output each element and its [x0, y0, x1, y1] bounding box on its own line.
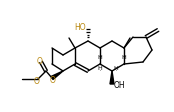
Text: O: O: [34, 76, 40, 85]
Text: OH: OH: [114, 81, 126, 89]
Text: O: O: [50, 75, 56, 84]
Text: H: H: [98, 55, 102, 59]
Text: O: O: [37, 56, 43, 66]
Text: H: H: [122, 55, 126, 59]
Polygon shape: [110, 71, 114, 84]
Text: HO: HO: [74, 23, 86, 31]
Polygon shape: [51, 71, 63, 80]
Text: Ḥ: Ḥ: [114, 66, 118, 70]
Text: Ḥ: Ḥ: [98, 66, 102, 70]
